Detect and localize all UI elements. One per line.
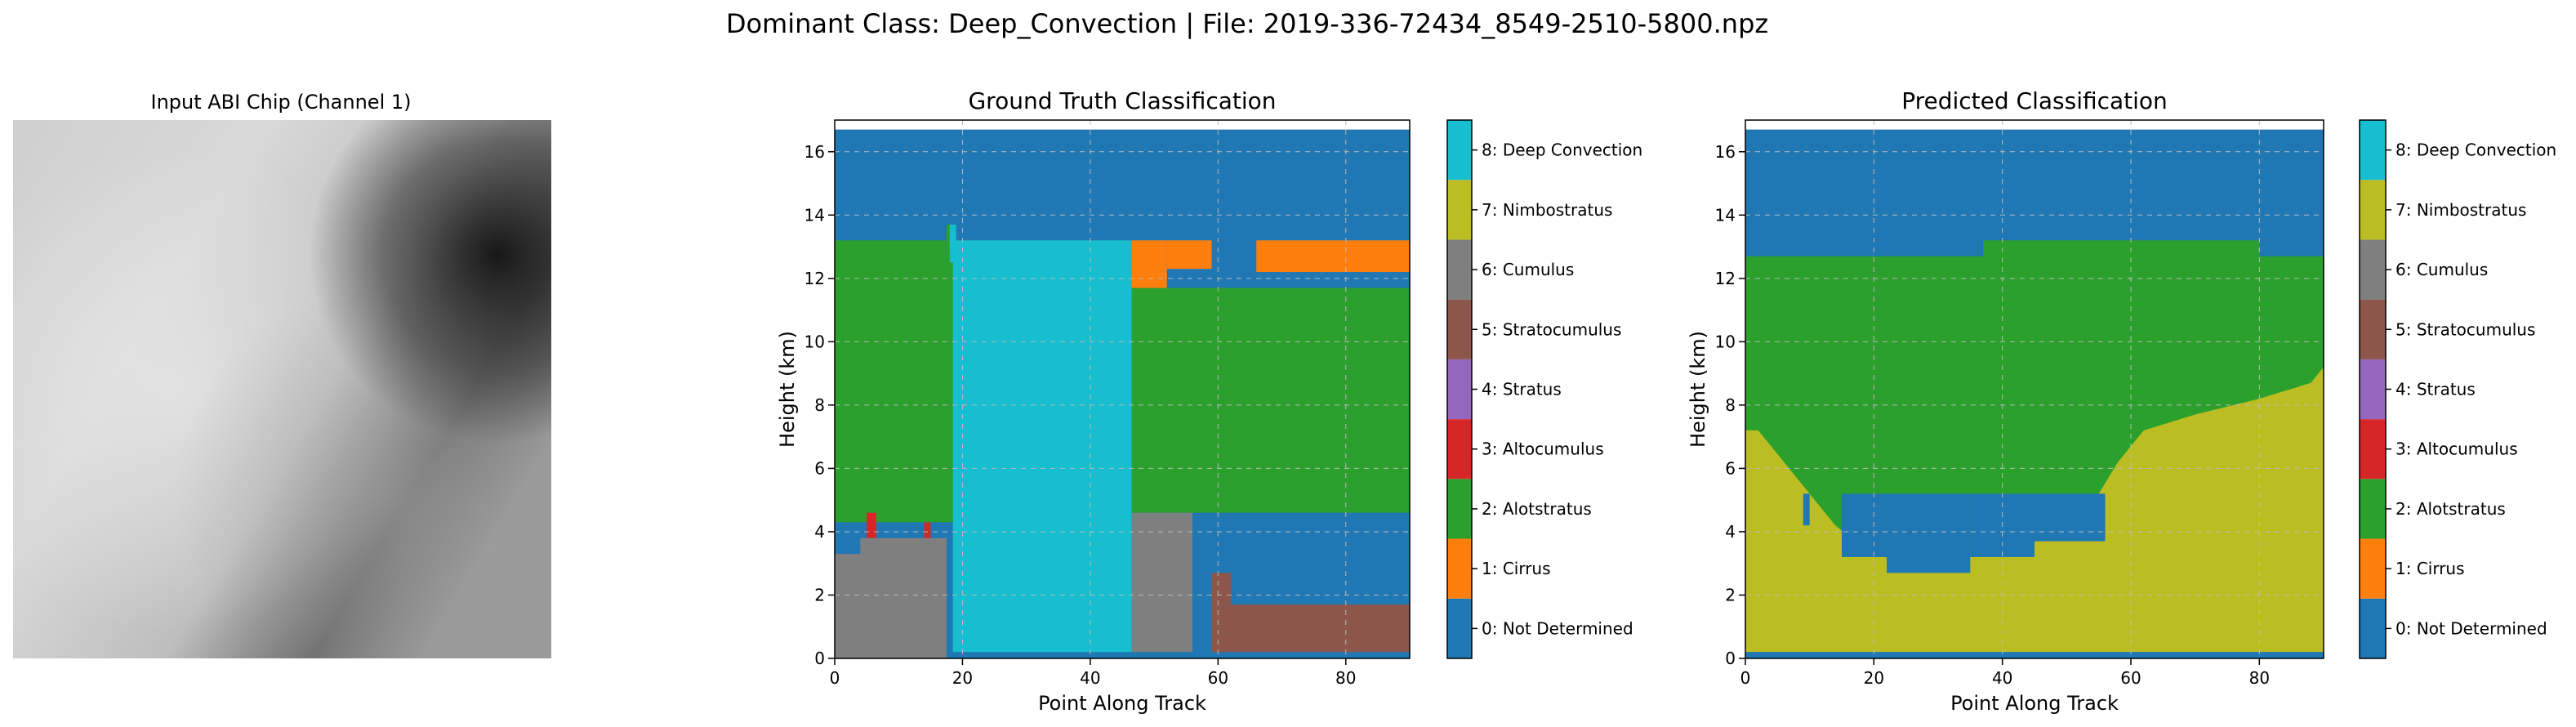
chart-0-xtick-label-2: 40: [1080, 668, 1100, 688]
chart-0-colorbar-swatch-6: [1447, 239, 1472, 299]
chart-0-region-5: [925, 522, 931, 537]
chart-1-colorbar-swatch-4: [2360, 359, 2386, 419]
chart-0-colorbar-swatch-3: [1447, 419, 1472, 479]
chart-1-colorbar-label-8: 8: Deep Convection: [2396, 140, 2556, 160]
chart-1-colorbar-swatch-1: [2360, 539, 2386, 599]
chart-1-colorbar-swatch-2: [2360, 479, 2386, 538]
chart-0-region-11: [1167, 240, 1212, 269]
chart-1-ytick-label-6: 12: [1715, 269, 1736, 288]
chart-1-colorbar-label-5: 5: Stratocumulus: [2396, 319, 2535, 339]
chart-1-xtick-label-2: 40: [1992, 668, 2012, 688]
chart-1-colorbar-swatch-0: [2360, 599, 2386, 658]
chart-0-colorbar-label-5: 5: Stratocumulus: [1482, 319, 1621, 339]
chart-1-colorbar-label-7: 7: Nimbostratus: [2396, 200, 2526, 220]
chart-0-region-13: [1132, 513, 1192, 653]
chart-0-region-4: [867, 513, 876, 538]
chart-1-xtick-label-4: 80: [2249, 668, 2270, 688]
chart-1-region-inner-3: [1887, 493, 1970, 573]
chart-0-xlabel: Point Along Track: [1038, 692, 1206, 715]
chart-0-ytick-label-4: 8: [814, 395, 825, 415]
chart-0-colorbar-swatch-2: [1447, 479, 1472, 538]
chart-0-region-6: [947, 225, 953, 522]
chart-0-region-2: [835, 554, 947, 658]
input-panel: Input ABI Chip (Channel 1): [13, 91, 551, 658]
chart-0-colorbar-label-1: 1: Cirrus: [1482, 559, 1551, 578]
chart-1-colorbar-label-2: 2: Alotstratus: [2396, 499, 2506, 519]
chart-0-region-14: [1212, 573, 1231, 652]
chart-0-colorbar-swatch-0: [1447, 599, 1472, 658]
chart-1-ytick-label-3: 6: [1725, 458, 1736, 478]
chart-0-colorbar-label-6: 6: Cumulus: [1482, 260, 1574, 279]
chart-1-colorbar-label-4: 4: Stratus: [2396, 380, 2476, 399]
chart-0-region-1: [835, 240, 947, 522]
chart-0-colorbar-label-2: 2: Alotstratus: [1482, 499, 1592, 519]
chart-1-ytick-label-1: 2: [1725, 585, 1736, 604]
chart-1-colorbar-label-1: 1: Cirrus: [2396, 559, 2465, 578]
figure-suptitle: Dominant Class: Deep_Convection | File: …: [726, 8, 1768, 39]
chart-1-region-inner-2: [1842, 493, 1887, 557]
chart-0-colorbar-label-0: 0: Not Determined: [1482, 618, 1633, 638]
chart-1-region-inner-5: [2035, 493, 2106, 541]
chart-0-colorbar-label-3: 3: Altocumulus: [1482, 439, 1604, 459]
chart-0-xtick-label-0: 0: [830, 668, 840, 688]
chart-1-ytick-label-5: 10: [1715, 332, 1736, 351]
chart-1-xtick-label-0: 0: [1740, 668, 1751, 688]
chart-0-xtick-label-1: 20: [952, 668, 973, 688]
chart-0-colorbar-label-7: 7: Nimbostratus: [1482, 200, 1612, 220]
ground-truth-panel: 0 20 40 60 80 0 2 4 6 8 10 12 14 16 Ground Truth Class…: [776, 87, 1642, 715]
chart-0-colorbar-swatch-8: [1447, 120, 1472, 180]
chart-1-colorbar-label-6: 6: Cumulus: [2396, 260, 2488, 279]
chart-1-title: Predicted Classification: [1901, 87, 2168, 114]
chart-0-region-7: [953, 240, 1132, 652]
chart-0-region-3: [860, 538, 947, 554]
chart-1-colorbar-swatch-5: [2360, 300, 2386, 359]
chart-1-ytick-label-0: 0: [1725, 649, 1736, 668]
chart-0-ytick-label-7: 14: [804, 205, 825, 225]
chart-0-region-10: [1132, 240, 1167, 288]
chart-0-title: Ground Truth Classification: [968, 87, 1276, 114]
chart-0-ytick-label-1: 2: [814, 585, 825, 604]
chart-1-ytick-label-8: 16: [1715, 142, 1736, 162]
chart-1-colorbar-label-0: 0: Not Determined: [2396, 618, 2547, 638]
chart-0-ytick-label-2: 4: [814, 522, 825, 542]
chart-0-ylabel: Height (km): [776, 331, 799, 448]
chart-0-colorbar-label-8: 8: Deep Convection: [1482, 140, 1642, 160]
chart-1-ytick-label-7: 14: [1715, 205, 1736, 225]
chart-0-region-15: [1231, 604, 1410, 652]
chart-0-region-8: [950, 225, 956, 263]
chart-1-colorbar-swatch-3: [2360, 419, 2386, 479]
chart-1-colorbar-swatch-8: [2360, 120, 2386, 180]
chart-0-ytick-label-8: 16: [804, 142, 825, 162]
chart-0-ytick-label-5: 10: [804, 332, 825, 351]
chart-1-colorbar-swatch-6: [2360, 239, 2386, 299]
chart-0-region-9: [1132, 288, 1410, 512]
chart-0-colorbar-label-4: 4: Stratus: [1482, 380, 1562, 399]
chart-1-xtick-label-1: 20: [1864, 668, 1884, 688]
chart-1-region-bottom: [1745, 652, 2324, 658]
chart-1-ylabel: Height (km): [1687, 331, 1709, 448]
chart-0-region-12: [1256, 240, 1410, 272]
chart-1-ytick-label-2: 4: [1725, 522, 1736, 542]
chart-1-ytick-label-4: 8: [1725, 395, 1736, 415]
chart-1-xlabel: Point Along Track: [1950, 692, 2119, 715]
input-panel-title: Input ABI Chip (Channel 1): [150, 91, 411, 114]
chart-0-ytick-label-3: 6: [814, 458, 825, 478]
chart-0-colorbar-swatch-5: [1447, 300, 1472, 359]
chart-0-colorbar-swatch-1: [1447, 539, 1472, 599]
predicted-panel: 0 20 40 60 80 0 2 4 6 8 10 12 14 16 Predicted Classifi…: [1687, 87, 2556, 715]
chart-1-colorbar-swatch-7: [2360, 180, 2386, 239]
chart-0-colorbar-swatch-4: [1447, 359, 1472, 419]
chart-1-xtick-label-3: 60: [2120, 668, 2141, 688]
chart-1-region-inner-0: [1803, 493, 1810, 525]
chart-0-ytick-label-6: 12: [804, 269, 825, 288]
chart-1-colorbar-label-3: 3: Altocumulus: [2396, 439, 2518, 459]
chart-0-xtick-label-4: 80: [1335, 668, 1356, 688]
chart-0-ytick-label-0: 0: [814, 649, 825, 668]
chart-0-colorbar-swatch-7: [1447, 180, 1472, 239]
chart-0-xtick-label-3: 60: [1208, 668, 1228, 688]
